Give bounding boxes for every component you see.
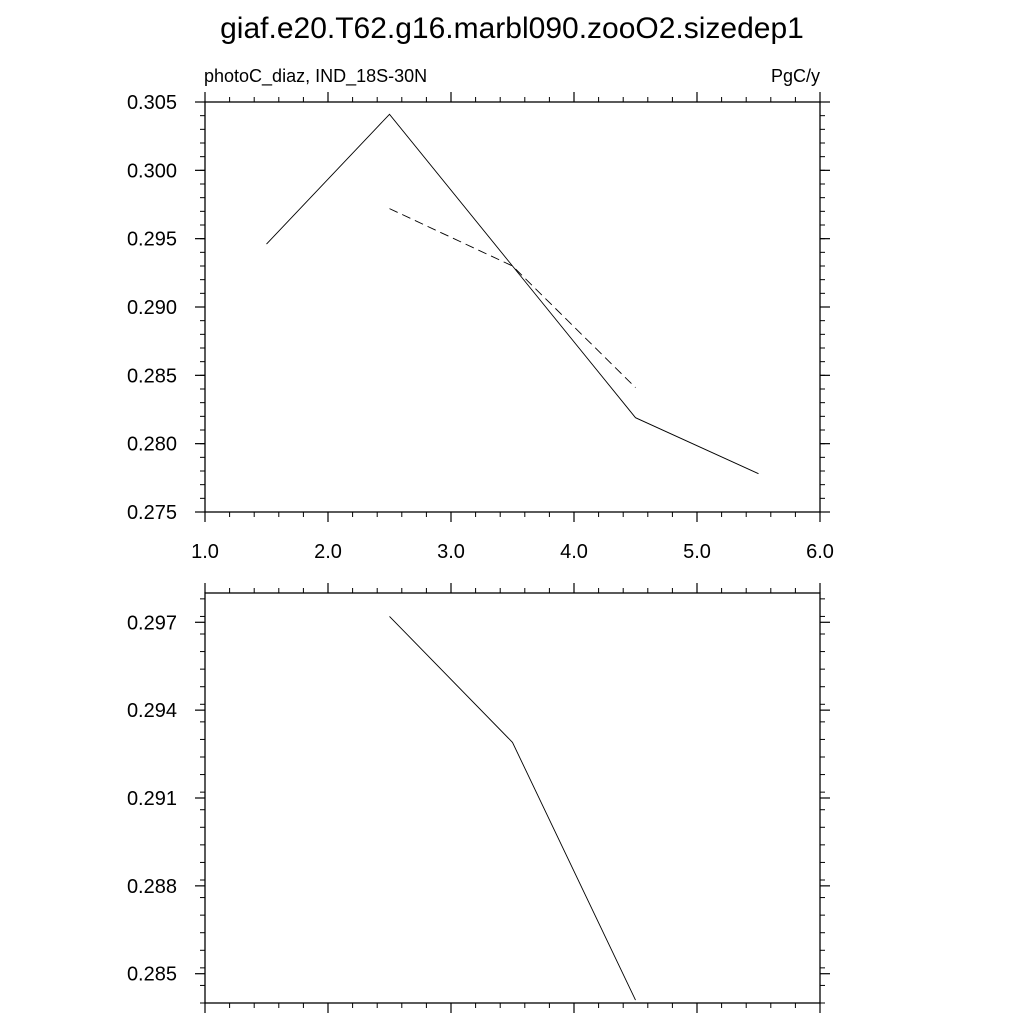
top-series-dashed-line <box>389 208 636 388</box>
top-axis-ticks <box>195 92 830 522</box>
top-y-tick-labels: 0.275 0.280 0.285 0.290 0.295 0.300 0.305 <box>127 92 177 524</box>
bottom-y-tick-label: 0.294 <box>127 700 177 722</box>
bottom-y-tick-label: 0.288 <box>127 876 177 898</box>
top-y-tick-label: 0.290 <box>127 297 177 319</box>
top-y-tick-label: 0.300 <box>127 160 177 182</box>
top-panel: photoC_diaz, IND_18S-30N PgC/y 0.275 0.28… <box>127 66 834 563</box>
top-x-tick-label: 2.0 <box>314 541 342 563</box>
bottom-y-tick-label: 0.297 <box>127 612 177 634</box>
top-y-tick-label: 0.280 <box>127 434 177 456</box>
top-panel-units-label: PgC/y <box>771 66 820 86</box>
bottom-plot-frame <box>204 592 821 1004</box>
bottom-y-tick-label: 0.291 <box>127 788 177 810</box>
top-y-tick-label: 0.295 <box>127 229 177 251</box>
top-x-tick-labels: 1.0 2.0 3.0 4.0 5.0 6.0 <box>191 541 834 563</box>
top-series-solid-line <box>266 113 759 475</box>
bottom-axis-ticks <box>195 583 830 1013</box>
top-x-tick-label: 1.0 <box>191 541 219 563</box>
top-x-tick-label: 3.0 <box>437 541 465 563</box>
top-y-tick-label: 0.305 <box>127 92 177 114</box>
bottom-series-solid-line <box>389 616 636 1001</box>
top-panel-variable-label: photoC_diaz, IND_18S-30N <box>204 66 427 87</box>
top-x-tick-label: 6.0 <box>806 541 834 563</box>
chart-title: giaf.e20.T62.g16.marbl090.zooO2.sizedep1 <box>220 12 804 45</box>
top-x-tick-label: 5.0 <box>683 541 711 563</box>
top-y-tick-label: 0.285 <box>127 365 177 387</box>
top-y-tick-label: 0.275 <box>127 502 177 524</box>
bottom-y-tick-labels: 0.285 0.288 0.291 0.294 0.297 <box>127 612 177 985</box>
bottom-y-tick-label: 0.285 <box>127 964 177 986</box>
bottom-panel: 0.285 0.288 0.291 0.294 0.297 <box>127 583 830 1013</box>
top-series <box>266 113 759 475</box>
bottom-series <box>389 616 636 1001</box>
top-plot-frame <box>204 101 821 513</box>
top-x-tick-label: 4.0 <box>560 541 588 563</box>
